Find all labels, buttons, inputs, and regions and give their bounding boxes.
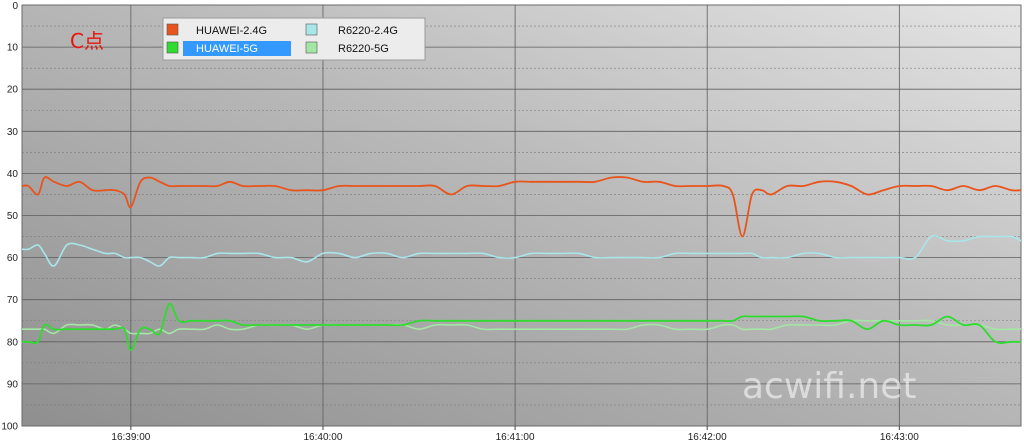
legend-swatch-r6220-5g bbox=[305, 41, 318, 54]
legend-label-huawei-5g: HUAWEI-5G bbox=[196, 43, 258, 55]
x-axis-ticks: 16:39:00 16:40:00 16:41:00 16:42:00 16:43:00 bbox=[111, 426, 919, 443]
y-tick-label: 60 bbox=[7, 253, 19, 264]
series-line-r6220-5g bbox=[22, 319, 1021, 335]
legend-label-r6220-2-4g: R6220-2.4G bbox=[338, 25, 398, 37]
x-tick-label: 16:40:00 bbox=[304, 432, 343, 443]
legend-item-r6220-5g[interactable]: R6220-5G bbox=[305, 41, 389, 55]
y-tick-label: 10 bbox=[7, 43, 19, 54]
y-tick-label: 0 bbox=[12, 1, 18, 12]
legend-item-r6220-2-4g[interactable]: R6220-2.4G bbox=[305, 23, 398, 37]
y-tick-label: 70 bbox=[7, 295, 19, 306]
x-tick-label: 16:42:00 bbox=[688, 432, 727, 443]
legend: HUAWEI-2.4G HUAWEI-5G R6220-2.4G R6220-5… bbox=[162, 17, 426, 61]
y-axis-ticks: 0 10 20 30 40 50 60 70 80 90 100 bbox=[1, 1, 18, 433]
series-line-huawei-5g bbox=[22, 302, 1021, 352]
legend-swatch-r6220-2-4g bbox=[305, 23, 318, 36]
series-lines bbox=[22, 176, 1021, 352]
legend-selection-highlight bbox=[183, 41, 291, 56]
y-tick-label: 20 bbox=[7, 85, 19, 96]
y-tick-label: 80 bbox=[7, 337, 19, 348]
legend-swatch-huawei-5g bbox=[166, 41, 179, 54]
legend-label-r6220-5g: R6220-5G bbox=[338, 43, 389, 55]
legend-swatch-huawei-2-4g bbox=[166, 23, 179, 36]
y-tick-label: 90 bbox=[7, 379, 19, 390]
x-tick-label: 16:41:00 bbox=[496, 432, 535, 443]
y-tick-label: 50 bbox=[7, 211, 19, 222]
y-tick-label: 40 bbox=[7, 169, 19, 180]
x-tick-label: 16:39:00 bbox=[111, 432, 150, 443]
legend-item-huawei-2-4g[interactable]: HUAWEI-2.4G bbox=[166, 23, 267, 37]
x-tick-label: 16:43:00 bbox=[880, 432, 919, 443]
series-line-r6220-2-4g bbox=[22, 235, 1021, 267]
legend-label-huawei-2-4g: HUAWEI-2.4G bbox=[196, 25, 267, 37]
y-tick-label: 100 bbox=[1, 422, 18, 433]
y-tick-label: 30 bbox=[7, 127, 19, 138]
chart-title: C点 bbox=[70, 29, 104, 53]
watermark: acwifi.net bbox=[742, 366, 917, 407]
series-line-huawei-2-4g bbox=[22, 176, 1021, 238]
legend-item-huawei-5g[interactable]: HUAWEI-5G bbox=[166, 41, 291, 56]
